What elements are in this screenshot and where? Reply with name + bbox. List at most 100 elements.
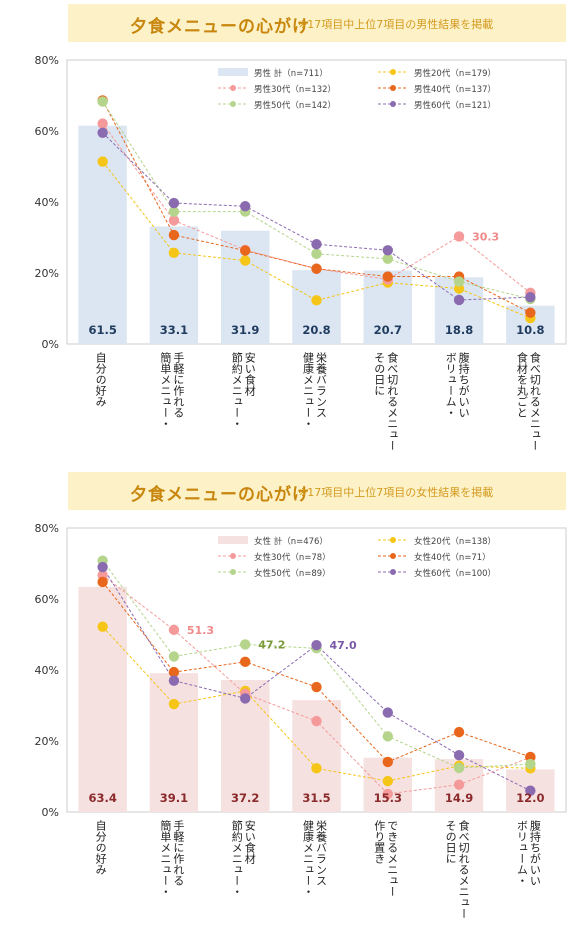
series-marker (311, 715, 322, 727)
y-tick-label: 60% (35, 125, 59, 138)
bar-value-label: 15.3 (374, 791, 402, 805)
series-marker (240, 639, 251, 650)
x-category-label: 食べ切れるメニュー (457, 819, 470, 919)
series-marker (453, 294, 465, 306)
series-marker (240, 656, 251, 668)
chart-1-title: 夕食メニューの心がけ (130, 17, 310, 37)
chart-2-subtitle: ※17項目中上位7項目の女性結果を掲載 (298, 486, 494, 499)
series-marker (453, 231, 465, 242)
y-tick-label: 80% (35, 522, 59, 535)
series-marker (240, 255, 251, 266)
series-marker (168, 229, 180, 241)
x-category-label: 作り置き (373, 820, 386, 864)
series-marker (97, 156, 108, 167)
chart-2-banner: 夕食メニューの心がけ ※17項目中上位7項目の女性結果を掲載 (68, 472, 566, 510)
series-marker (168, 247, 180, 258)
series-marker (97, 621, 108, 632)
series-marker (382, 271, 393, 282)
series-marker (382, 775, 393, 787)
series-marker (97, 96, 108, 107)
series-marker (311, 763, 322, 774)
series-marker (525, 291, 536, 303)
series-marker (97, 127, 108, 138)
bar-value-label: 18.8 (445, 323, 473, 337)
series-marker (382, 788, 393, 800)
x-category-label: ボリューム・ (515, 820, 528, 886)
legend-label: 男性60代（n=121） (414, 100, 496, 111)
x-category-label: その日に (373, 352, 386, 396)
series-marker (168, 206, 180, 217)
callout-label: 30.3 (472, 230, 499, 243)
callout-label: 47.0 (330, 639, 357, 652)
legend-swatch-marker (230, 85, 236, 91)
x-category-label: 自分の好み (94, 820, 107, 875)
series-marker (168, 675, 180, 686)
series-marker (453, 762, 465, 774)
bar (149, 226, 199, 344)
series-marker (240, 201, 251, 212)
x-category-label: 腹持ちがいい (457, 351, 470, 418)
bar-value-label: 37.2 (231, 791, 259, 805)
x-category-label: 節約メニュー・ (230, 351, 243, 429)
legend-label: 男性30代（n=132） (254, 84, 336, 95)
x-category-label: 簡単メニュー・ (159, 819, 172, 897)
bar-value-label: 39.1 (160, 791, 188, 805)
series-marker (168, 666, 180, 678)
legend-swatch-marker (390, 85, 396, 91)
x-category-label: 腹持ちがいい (528, 819, 541, 886)
legend-swatch-bar (218, 68, 248, 76)
x-category-label: 簡単メニュー・ (159, 351, 172, 429)
series-marker (168, 215, 180, 226)
y-tick-label: 60% (35, 593, 59, 606)
bar-value-label: 20.7 (374, 323, 402, 337)
y-tick-label: 20% (35, 735, 59, 748)
legend-label: 男性40代（n=137） (414, 84, 496, 95)
series-marker (168, 197, 180, 209)
legend-label: 女性60代（n=100） (414, 568, 496, 579)
bar (292, 270, 341, 344)
x-category-label: 食べ切れるメニュー (386, 351, 399, 451)
x-category-label: 安い食材 (243, 819, 256, 864)
series-marker (525, 758, 536, 770)
chart-1-subtitle: ※17項目中上位7項目の男性結果を掲載 (298, 18, 494, 31)
bar-value-label: 20.8 (302, 323, 330, 337)
series-marker (311, 248, 322, 260)
x-category-label: できるメニュー (386, 820, 399, 897)
x-category-label: 食べ切れるメニュー (528, 351, 541, 451)
legend-label: 男性 計（n=711） (254, 68, 328, 79)
legend-swatch-marker (390, 101, 396, 107)
series-marker (453, 779, 465, 790)
series-marker (453, 276, 465, 287)
y-tick-label: 40% (35, 664, 59, 677)
series-marker (240, 245, 251, 256)
chart-1: 0% 20% 40% 60% 80% 61.5 33.1 31.9 20.8 20.7 18.8 10… (35, 54, 567, 451)
y-tick-label: 80% (35, 54, 59, 67)
legend-label: 女性40代（n=71） (414, 552, 491, 563)
series-marker (168, 698, 180, 710)
x-category-label: 節約メニュー・ (230, 819, 243, 897)
series-marker (382, 707, 393, 718)
bar-value-label: 10.8 (516, 323, 544, 337)
x-category-label: 栄養バランス (315, 819, 328, 886)
y-tick-label: 0% (42, 806, 59, 819)
bar (78, 586, 127, 812)
bar (149, 673, 199, 812)
x-category-label: ボリューム・ (444, 352, 457, 418)
legend-label: 男性50代（n=142） (254, 100, 336, 111)
legend-swatch-marker (390, 69, 396, 75)
series-marker (240, 693, 251, 704)
x-category-label: その日に (444, 820, 457, 864)
x-category-label: 栄養バランス (315, 351, 328, 418)
chart-1-banner: 夕食メニューの心がけ ※17項目中上位7項目の男性結果を掲載 (68, 4, 566, 42)
bar-value-label: 33.1 (160, 323, 188, 337)
bar-value-label: 14.9 (445, 791, 473, 805)
legend: 女性 計（n=476） 女性20代（n=138） 女性30代（n=78） 女性40代（… (218, 536, 496, 579)
x-category-label: 手軽に作れる (172, 819, 185, 886)
chart-2: 0% 20% 40% 60% 80% 63.4 39.1 37.2 31.5 15.3 14.9 12… (35, 522, 567, 919)
x-category-label: 健康メニュー・ (302, 352, 315, 429)
legend-label: 男性20代（n=179） (414, 68, 496, 79)
series-marker (311, 263, 322, 274)
series-marker (382, 245, 393, 256)
callout-label: 51.3 (187, 624, 214, 637)
series-marker (382, 253, 393, 264)
